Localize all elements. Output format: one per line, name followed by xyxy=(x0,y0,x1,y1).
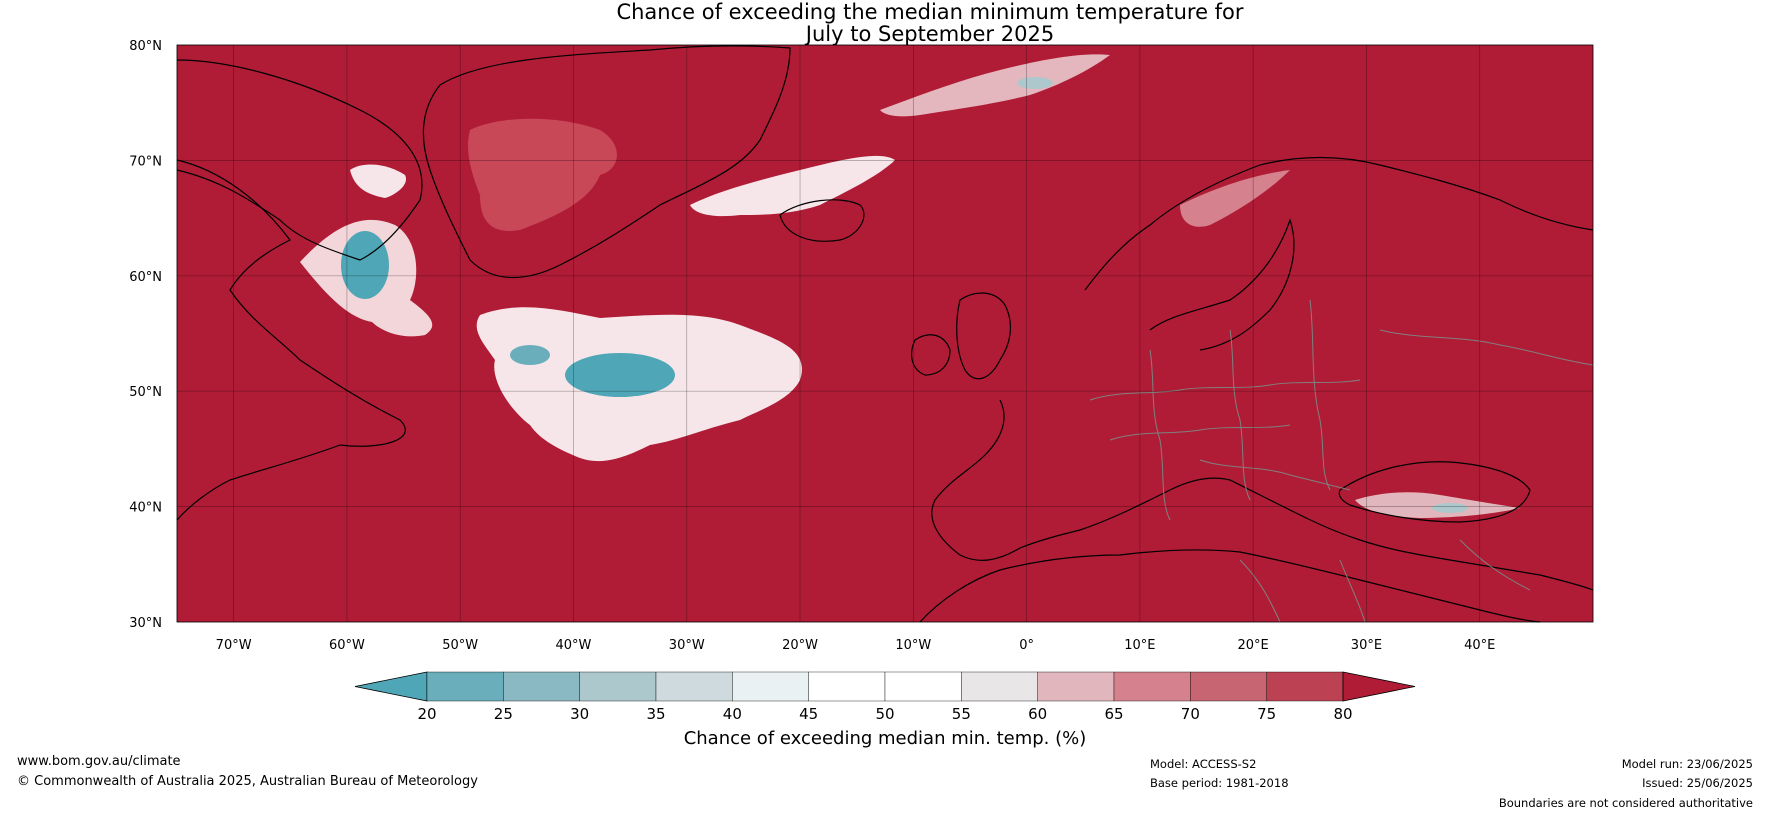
colorbar-tick-label: 55 xyxy=(952,705,971,723)
issued-date: Issued: 25/06/2025 xyxy=(1642,776,1753,790)
model-name: Model: ACCESS-S2 xyxy=(1150,757,1257,771)
latitude-tick-label: 80°N xyxy=(129,39,162,54)
source-url: www.bom.gov.au/climate xyxy=(17,754,181,769)
country-border xyxy=(1229,329,1251,501)
colorbar-segment xyxy=(1113,671,1191,702)
copyright-text: © Commonwealth of Australia 2025, Austra… xyxy=(17,774,478,789)
latitude-tick-label: 50°N xyxy=(129,385,162,400)
model-run: Model run: 23/06/2025 xyxy=(1621,757,1753,771)
denmark-strait-anomaly xyxy=(690,155,895,217)
latitude-tick-label: 40°N xyxy=(129,501,162,516)
longitude-tick-label: 60°W xyxy=(329,638,365,653)
europe-west-coast xyxy=(931,399,1081,561)
colorbar-tick-label: 30 xyxy=(570,705,589,723)
colorbar: 20 25 30 35 40 45 50 55 60 65 70 75 80 Chance of exce… xyxy=(354,671,1416,749)
colorbar-tick-label: 25 xyxy=(494,705,513,723)
norway-coast-anomaly xyxy=(1180,170,1290,227)
colorbar-tick-label: 75 xyxy=(1257,705,1276,723)
colorbar-tick-label: 70 xyxy=(1181,705,1200,723)
longitude-tick-label: 20°E xyxy=(1238,638,1269,653)
country-border xyxy=(1309,299,1331,491)
country-border xyxy=(1379,329,1594,366)
country-border xyxy=(1199,459,1351,491)
svalbard-anomaly xyxy=(880,54,1110,117)
country-border xyxy=(1109,424,1291,441)
colorbar-segment xyxy=(732,671,809,702)
baltic-coast xyxy=(1149,218,1295,351)
scandinavia-coast xyxy=(1084,156,1594,291)
country-border xyxy=(1089,379,1361,401)
map-panel: 80°N 70°N 60°N 50°N 40°N 30°N 70°W 60°W 50°W 40°W… xyxy=(129,39,1594,653)
atlantic-core xyxy=(565,353,675,397)
longitude-tick-label: 30°W xyxy=(669,638,705,653)
colorbar-high-extension xyxy=(1342,671,1416,702)
disclaimer-text: Boundaries are not considered authoritat… xyxy=(1498,796,1753,810)
colorbar-label: Chance of exceeding median min. temp. (%… xyxy=(684,728,1087,749)
map-title-line1: Chance of exceeding the median minimum t… xyxy=(616,0,1244,24)
iceland-coast xyxy=(779,199,865,242)
baffin-island-coast xyxy=(176,59,423,261)
colorbar-segment xyxy=(655,671,733,702)
latitude-tick-label: 70°N xyxy=(129,154,162,169)
colorbar-tick-label: 40 xyxy=(723,705,742,723)
black-sea-core xyxy=(1432,503,1468,513)
longitude-tick-label: 10°E xyxy=(1124,638,1155,653)
british-isles-coast xyxy=(956,292,1012,380)
longitude-tick-label: 10°W xyxy=(895,638,931,653)
colorbar-tick-label: 50 xyxy=(875,705,894,723)
longitude-tick-label: 20°W xyxy=(782,638,818,653)
map-title-line2: July to September 2025 xyxy=(805,22,1055,46)
labrador-core xyxy=(341,231,389,299)
colorbar-segment xyxy=(579,671,657,702)
africa-coast xyxy=(919,549,1541,623)
colorbar-segment xyxy=(1266,671,1344,702)
colorbar-low-extension xyxy=(354,671,428,702)
longitude-tick-label: 40°E xyxy=(1464,638,1495,653)
country-border xyxy=(1339,559,1366,623)
longitude-tick-label: 30°E xyxy=(1351,638,1382,653)
colorbar-segment xyxy=(961,671,1038,702)
latitude-tick-label: 30°N xyxy=(129,616,162,631)
longitude-tick-label: 70°W xyxy=(216,638,252,653)
country-border xyxy=(1239,559,1281,623)
country-border xyxy=(1149,349,1171,521)
colorbar-tick-label: 65 xyxy=(1104,705,1123,723)
svalbard-core xyxy=(1017,77,1053,89)
base-period: Base period: 1981-2018 xyxy=(1150,776,1289,790)
colorbar-tick-label: 60 xyxy=(1028,705,1047,723)
colorbar-tick-label: 35 xyxy=(646,705,665,723)
mediterranean-coast xyxy=(1079,477,1594,591)
greenland-coast xyxy=(422,45,791,278)
colorbar-segment xyxy=(884,671,962,702)
longitude-tick-label: 50°W xyxy=(442,638,478,653)
colorbar-segment xyxy=(426,671,504,702)
atlantic-core-west xyxy=(510,345,550,365)
latitude-tick-label: 60°N xyxy=(129,270,162,285)
irminger-anomaly xyxy=(468,118,617,231)
longitude-tick-label: 0° xyxy=(1019,638,1034,653)
colorbar-segment xyxy=(503,671,580,702)
colorbar-segment xyxy=(1037,671,1115,702)
map-border xyxy=(176,44,1594,623)
colorbar-tick-label: 80 xyxy=(1333,705,1352,723)
black-sea-coast xyxy=(1338,461,1531,523)
map-background xyxy=(177,45,1593,622)
country-border xyxy=(1459,539,1531,591)
colorbar-segment xyxy=(808,671,886,702)
longitude-tick-label: 40°W xyxy=(556,638,592,653)
colorbar-segment xyxy=(1190,671,1267,702)
canada-coast xyxy=(176,159,406,521)
ireland-coast xyxy=(911,334,951,376)
colorbar-tick-label: 45 xyxy=(799,705,818,723)
baffin-bay-anomaly xyxy=(350,164,406,198)
colorbar-tick-label: 20 xyxy=(417,705,436,723)
